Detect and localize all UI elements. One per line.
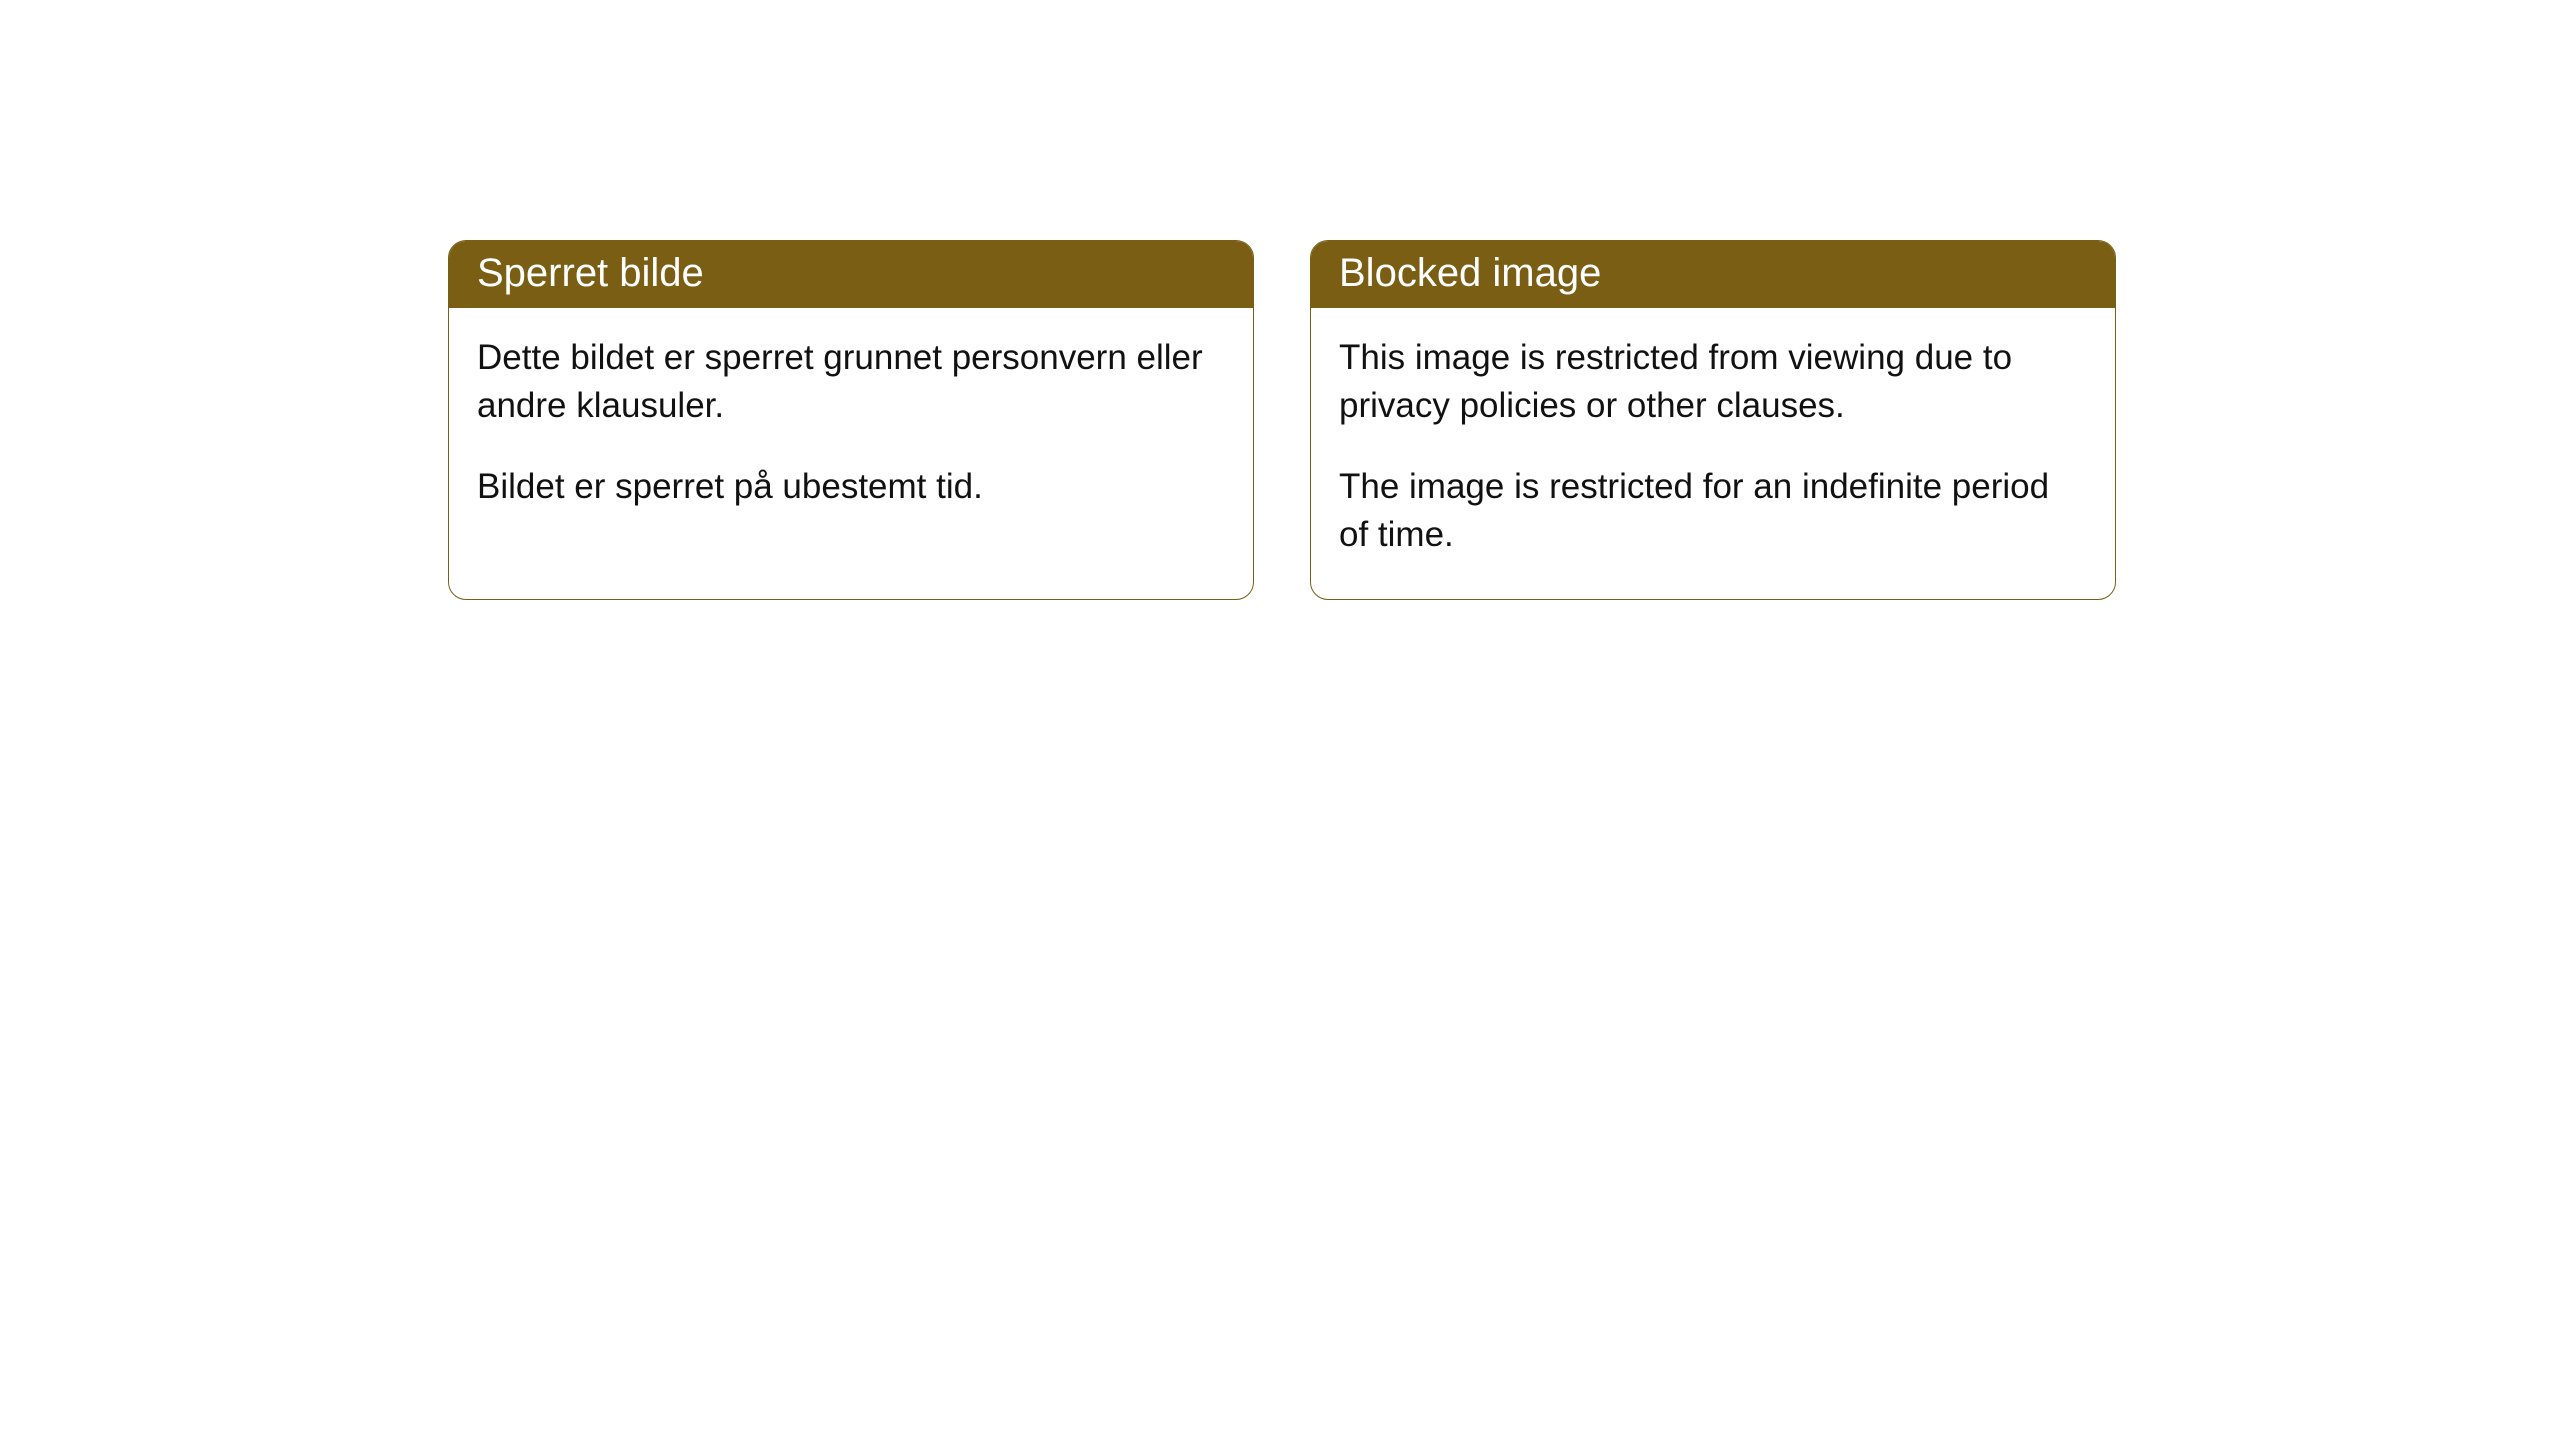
card-paragraph: The image is restricted for an indefinit… bbox=[1339, 463, 2087, 560]
notice-container: Sperret bilde Dette bildet er sperret gr… bbox=[448, 240, 2116, 600]
card-paragraph: Dette bildet er sperret grunnet personve… bbox=[477, 334, 1225, 431]
card-paragraph: Bildet er sperret på ubestemt tid. bbox=[477, 463, 1225, 511]
card-title: Sperret bilde bbox=[449, 241, 1253, 308]
card-body: This image is restricted from viewing du… bbox=[1311, 308, 2115, 599]
card-title: Blocked image bbox=[1311, 241, 2115, 308]
blocked-image-card-no: Sperret bilde Dette bildet er sperret gr… bbox=[448, 240, 1254, 600]
blocked-image-card-en: Blocked image This image is restricted f… bbox=[1310, 240, 2116, 600]
card-body: Dette bildet er sperret grunnet personve… bbox=[449, 308, 1253, 551]
card-paragraph: This image is restricted from viewing du… bbox=[1339, 334, 2087, 431]
